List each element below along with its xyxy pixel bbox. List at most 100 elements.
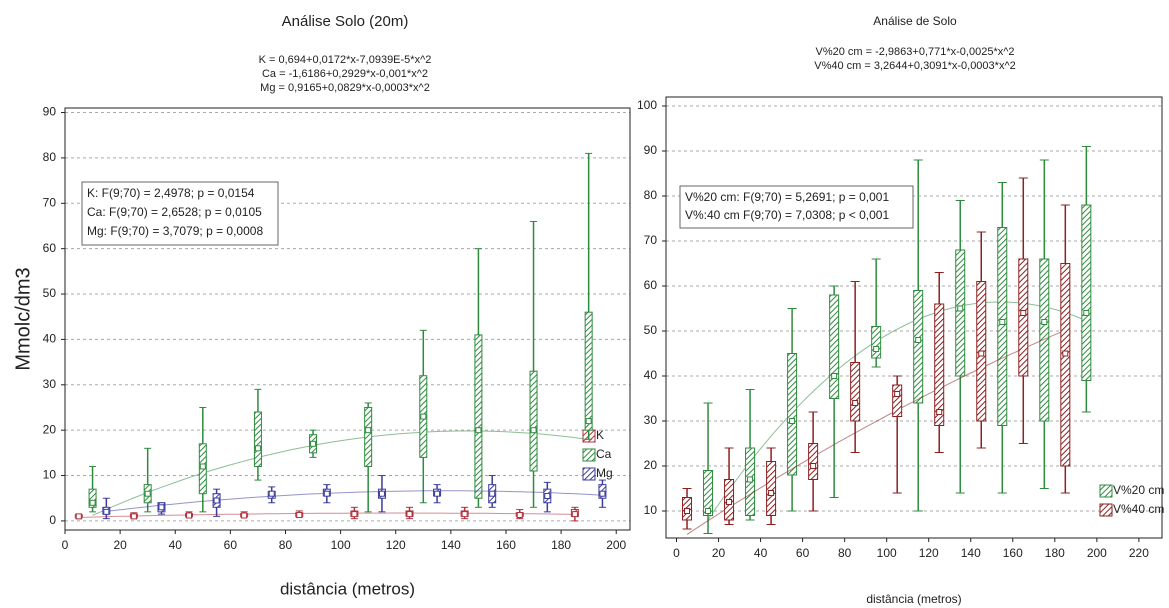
median (852, 400, 859, 406)
equation: Ca = -1,6186+0,2929*x-0,001*x^2 (262, 68, 428, 80)
median (323, 490, 330, 497)
chart-title: Análise Solo (20m) (282, 13, 409, 30)
y-tick-label: 80 (644, 188, 658, 202)
legend-swatch (1099, 484, 1113, 498)
median (186, 512, 193, 519)
y-tick-label: 20 (644, 458, 658, 472)
y-tick-label: 30 (43, 377, 57, 391)
x-axis-label: distância (metros) (280, 579, 415, 598)
box (88, 488, 97, 508)
median (1062, 350, 1069, 357)
box (364, 406, 373, 467)
median (571, 511, 578, 518)
median (378, 490, 385, 497)
x-tick-label: 40 (754, 546, 768, 560)
x-axis-label: distância (metros) (866, 592, 961, 606)
median (489, 490, 496, 497)
legend-label: K (596, 428, 604, 442)
box (850, 362, 861, 422)
x-tick-label: 100 (877, 546, 897, 560)
box (253, 411, 262, 467)
y-tick-label: 10 (43, 468, 57, 482)
box (892, 384, 903, 417)
x-tick-label: 180 (1045, 546, 1065, 560)
fit-curve (78, 512, 575, 518)
x-tick-label: 40 (169, 538, 183, 552)
box (1081, 204, 1092, 381)
box (474, 334, 483, 499)
stats-box (679, 185, 914, 229)
median (130, 513, 137, 520)
y-tick-label: 20 (43, 422, 57, 436)
stats-text: K: F(9;70) = 2,4978; p = 0,0154 (87, 186, 255, 200)
median (999, 319, 1006, 325)
x-tick-label: 20 (113, 538, 127, 552)
legend-label: Mg (596, 466, 613, 480)
median (831, 373, 838, 379)
median (213, 497, 220, 504)
y-tick-label: 40 (43, 332, 57, 346)
x-tick-label: 200 (1087, 546, 1107, 560)
median (1041, 319, 1048, 325)
legend-swatch (582, 467, 596, 481)
median (420, 413, 427, 420)
median (461, 511, 468, 518)
median (199, 463, 206, 470)
y-tick-label: 60 (43, 241, 57, 255)
median (241, 512, 248, 519)
x-tick-label: 120 (919, 546, 939, 560)
box (529, 370, 538, 472)
median (434, 490, 441, 497)
y-tick-label: 50 (644, 323, 658, 337)
x-tick-label: 160 (1003, 546, 1023, 560)
y-axis-label: Mmolc/dm3 (12, 267, 34, 370)
median (475, 427, 482, 434)
median (89, 499, 96, 506)
legend-swatch (1099, 503, 1113, 517)
equation: V%20 cm = -2,9863+0,771*x-0,0025*x^2 (815, 46, 1014, 58)
median (978, 350, 985, 357)
box (787, 353, 798, 476)
plot-frame (665, 96, 1163, 539)
box (808, 443, 819, 480)
median (351, 511, 358, 518)
stats-text: Mg: F(9;70) = 3,7079; p = 0,0008 (87, 224, 263, 238)
y-tick-label: 30 (644, 413, 658, 427)
median (530, 427, 537, 434)
plot-frame (64, 107, 631, 531)
x-tick-label: 0 (62, 538, 69, 552)
median (75, 513, 82, 520)
median (406, 511, 413, 518)
x-tick-label: 140 (961, 546, 981, 560)
x-tick-label: 160 (496, 538, 516, 552)
box (871, 326, 882, 359)
median (254, 445, 261, 452)
y-tick-label: 40 (644, 368, 658, 382)
stats-text: V%:40 cm F(9;70) = 7,0308; p < 0,001 (685, 208, 889, 222)
legend-label: V%20 cm (1113, 483, 1164, 497)
box (584, 311, 593, 431)
y-tick-label: 90 (644, 143, 658, 157)
legend-label: V%40 cm (1113, 502, 1164, 516)
x-tick-label: 120 (386, 538, 406, 552)
box (829, 294, 840, 399)
median (726, 499, 733, 505)
fit-curve (106, 490, 603, 512)
y-tick-label: 0 (49, 513, 56, 527)
equation: V%40 cm = 3,2644+0,3091*x-0,0003*x^2 (814, 60, 1015, 72)
median (585, 418, 592, 425)
x-tick-label: 100 (331, 538, 351, 552)
y-tick-label: 100 (637, 98, 657, 112)
median (1083, 310, 1090, 316)
box (1039, 258, 1050, 422)
x-tick-label: 180 (551, 538, 571, 552)
x-tick-label: 60 (224, 538, 238, 552)
median (1020, 310, 1027, 316)
box (955, 249, 966, 377)
median (310, 440, 317, 447)
y-tick-label: 60 (644, 278, 658, 292)
x-tick-label: 0 (673, 546, 680, 560)
fit-curve (92, 430, 589, 516)
box (1060, 263, 1071, 467)
